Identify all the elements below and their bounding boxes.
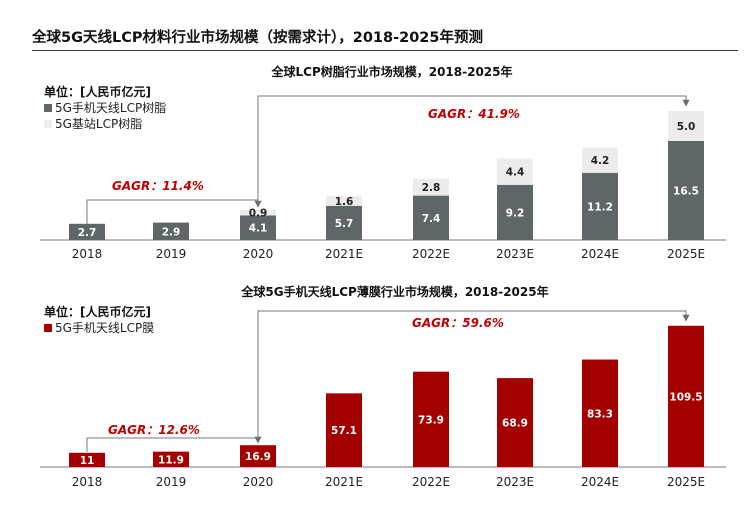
chart-title: 全球LCP树脂行业市场规模，2018-2025年 [270, 64, 512, 79]
x-tick-label: 2020 [243, 475, 274, 489]
unit-label: 单位：[人民币亿元] [44, 304, 151, 319]
x-tick-label: 2019 [156, 475, 187, 489]
x-tick-label: 2021E [325, 247, 363, 261]
cagr-connector [257, 95, 690, 207]
x-tick-label: 2020 [243, 247, 274, 261]
x-tick-label: 2019 [156, 247, 187, 261]
data-label: 16.5 [673, 186, 699, 198]
x-tick-label: 2023E [496, 247, 534, 261]
bar [240, 215, 276, 240]
bar [582, 359, 618, 467]
bar [497, 184, 533, 240]
bar [240, 445, 276, 467]
bar [153, 222, 189, 240]
data-label: 4.4 [506, 167, 525, 179]
cagr-connector [86, 436, 262, 452]
data-label: 4.2 [591, 155, 610, 167]
legend-label: 5G基站LCP树脂 [55, 116, 142, 131]
bar [153, 451, 189, 467]
cagr-connector [257, 310, 690, 443]
bar [326, 393, 362, 467]
data-label: 0.9 [249, 208, 268, 220]
title-divider [32, 50, 738, 51]
bar [582, 172, 618, 240]
data-label: 109.5 [669, 391, 702, 403]
data-label: 1.6 [335, 196, 354, 208]
bar [668, 111, 704, 141]
data-label: 4.1 [249, 223, 268, 235]
data-label: 2.8 [422, 182, 441, 194]
legend-label: 5G手机天线LCP膜 [55, 321, 154, 335]
x-tick-label: 2024E [581, 475, 619, 489]
data-label: 7.4 [422, 213, 441, 225]
data-label: 11.9 [158, 454, 184, 466]
data-label: 11 [80, 455, 95, 467]
cagr-label: GAGR：11.4% [112, 179, 204, 193]
data-label: 83.3 [587, 408, 613, 420]
bar [668, 141, 704, 240]
bar [497, 158, 533, 185]
data-label: 57.1 [331, 425, 357, 437]
x-tick-label: 2022E [412, 475, 450, 489]
x-tick-label: 2021E [325, 475, 363, 489]
x-tick-label: 2018 [72, 475, 103, 489]
cagr-label: GAGR：12.6% [108, 423, 200, 437]
bar [326, 196, 362, 206]
bar [413, 371, 449, 467]
data-label: 2.9 [162, 226, 181, 238]
bar [69, 452, 105, 467]
x-tick-label: 2025E [667, 247, 705, 261]
x-tick-label: 2025E [667, 475, 705, 489]
unit-label: 单位：[人民币亿元] [44, 84, 151, 99]
data-label: 68.9 [502, 418, 528, 430]
x-tick-label: 2023E [496, 475, 534, 489]
data-label: 9.2 [506, 207, 525, 219]
bar [668, 325, 704, 467]
page-title: 全球5G天线LCP材料行业市场规模（按需求计），2018-2025年预测 [32, 30, 483, 46]
x-tick-label: 2018 [72, 247, 103, 261]
legend-swatch [44, 324, 52, 332]
cagr-label: GAGR：59.6% [412, 316, 504, 330]
bar [240, 210, 276, 216]
legend-label: 5G手机天线LCP树脂 [55, 100, 166, 115]
data-label: 5.7 [335, 218, 354, 230]
data-label: 2.7 [78, 227, 97, 239]
data-label: 16.9 [245, 451, 271, 463]
data-label: 5.0 [677, 121, 696, 133]
bar [326, 205, 362, 240]
bar [413, 178, 449, 196]
x-tick-label: 2024E [581, 247, 619, 261]
bar [413, 195, 449, 240]
bar [582, 147, 618, 173]
chart-title: 全球5G手机天线LCP薄膜行业市场规模，2018-2025年 [240, 284, 548, 299]
legend-swatch [44, 120, 52, 128]
bar [497, 378, 533, 467]
x-tick-label: 2022E [412, 247, 450, 261]
legend-swatch [44, 104, 52, 112]
cagr-connector [86, 199, 262, 224]
data-label: 73.9 [418, 414, 444, 426]
cagr-label: GAGR：41.9% [428, 107, 520, 121]
bar [69, 223, 105, 240]
data-label: 11.2 [587, 201, 613, 213]
